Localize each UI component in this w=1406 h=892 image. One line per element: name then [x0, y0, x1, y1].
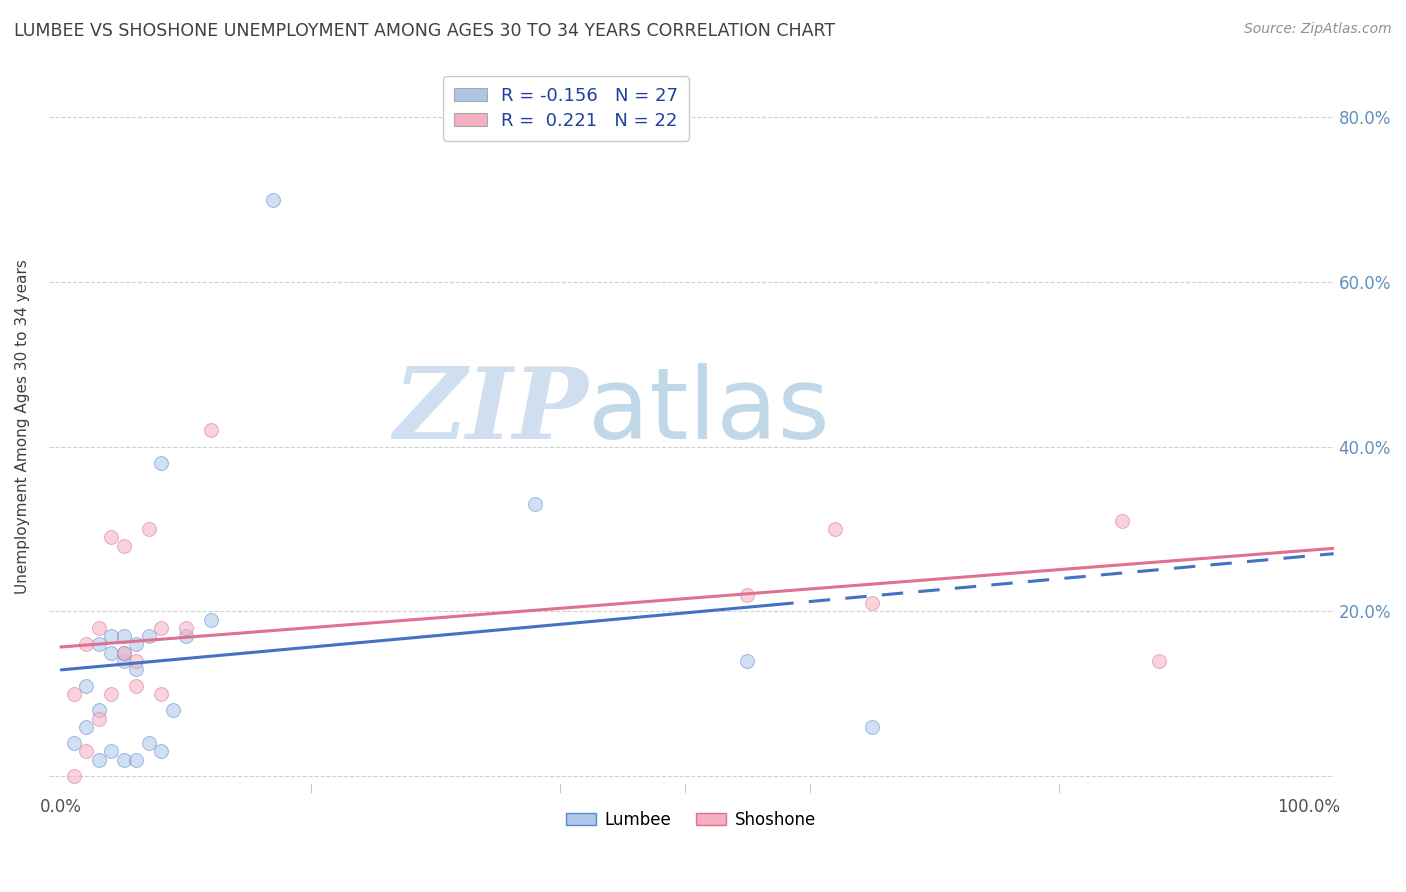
Point — [75, 679, 97, 693]
Point — [62, 736, 84, 750]
Point — [125, 679, 148, 693]
Point — [150, 744, 173, 758]
Point — [1111, 514, 1133, 528]
Point — [75, 637, 97, 651]
Point — [112, 539, 135, 553]
Point — [737, 588, 759, 602]
Point — [62, 687, 84, 701]
Point — [200, 423, 222, 437]
Point — [262, 193, 284, 207]
Point — [100, 687, 122, 701]
Point — [87, 753, 110, 767]
Legend: Lumbee, Shoshone: Lumbee, Shoshone — [560, 805, 823, 836]
Point — [150, 456, 173, 470]
Point — [138, 736, 160, 750]
Point — [87, 712, 110, 726]
Point — [200, 613, 222, 627]
Point — [100, 530, 122, 544]
Point — [62, 769, 84, 783]
Point — [860, 596, 883, 610]
Point — [112, 629, 135, 643]
Point — [100, 744, 122, 758]
Point — [1147, 654, 1170, 668]
Point — [87, 621, 110, 635]
Point — [100, 629, 122, 643]
Text: Source: ZipAtlas.com: Source: ZipAtlas.com — [1244, 22, 1392, 37]
Point — [860, 720, 883, 734]
Point — [75, 744, 97, 758]
Point — [162, 703, 184, 717]
Point — [112, 646, 135, 660]
Text: LUMBEE VS SHOSHONE UNEMPLOYMENT AMONG AGES 30 TO 34 YEARS CORRELATION CHART: LUMBEE VS SHOSHONE UNEMPLOYMENT AMONG AG… — [14, 22, 835, 40]
Point — [138, 629, 160, 643]
Point — [75, 720, 97, 734]
Point — [150, 621, 173, 635]
Point — [125, 654, 148, 668]
Point — [125, 637, 148, 651]
Point — [112, 753, 135, 767]
Point — [87, 637, 110, 651]
Point — [138, 522, 160, 536]
Point — [524, 497, 547, 511]
Y-axis label: Unemployment Among Ages 30 to 34 years: Unemployment Among Ages 30 to 34 years — [15, 259, 30, 593]
Point — [87, 703, 110, 717]
Text: atlas: atlas — [588, 363, 830, 460]
Point — [824, 522, 846, 536]
Point — [125, 753, 148, 767]
Text: ZIP: ZIP — [394, 363, 588, 459]
Point — [174, 629, 197, 643]
Point — [174, 621, 197, 635]
Point — [737, 654, 759, 668]
Point — [112, 654, 135, 668]
Point — [112, 646, 135, 660]
Point — [100, 646, 122, 660]
Point — [150, 687, 173, 701]
Point — [125, 662, 148, 676]
